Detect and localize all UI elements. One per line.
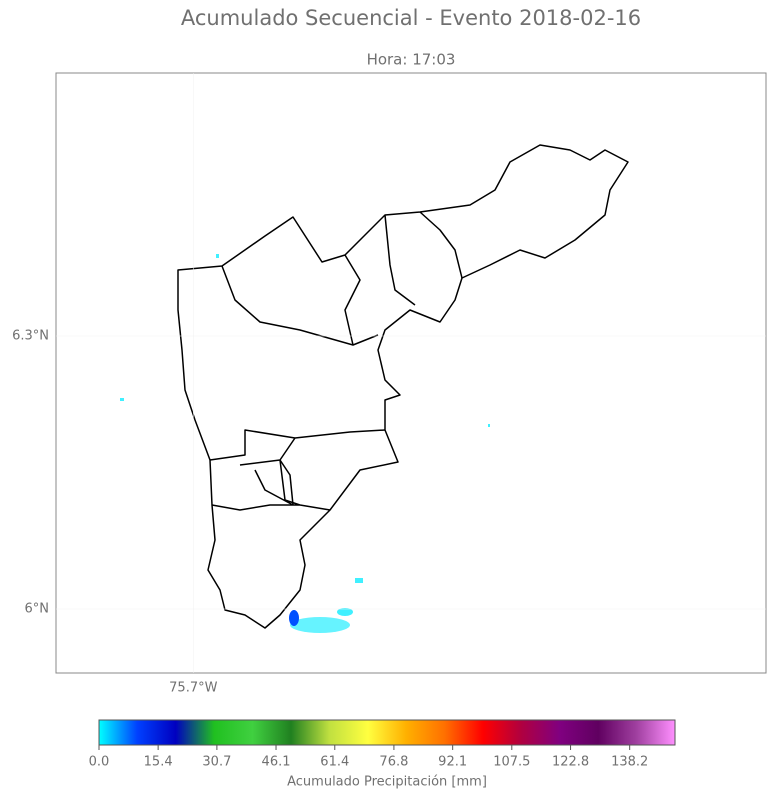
colorbar-tick-label: 46.1 xyxy=(262,755,291,770)
colorbar-tick-label: 0.0 xyxy=(89,755,110,770)
precip-area xyxy=(337,608,353,616)
x-tick-label: 75.7°W xyxy=(169,681,217,696)
outer-boundary xyxy=(177,144,629,629)
precip-area xyxy=(488,424,490,427)
colorbar-tick-label: 61.4 xyxy=(320,755,349,770)
colorbar-tick-label: 15.4 xyxy=(144,755,173,770)
precip-area xyxy=(355,578,363,583)
precipitation xyxy=(120,254,490,633)
colorbar-tick-label: 76.8 xyxy=(379,755,408,770)
colorbar xyxy=(98,719,676,746)
inner-boundary xyxy=(209,211,463,511)
precip-area xyxy=(216,254,219,258)
colorbar-tick-label: 122.8 xyxy=(552,755,589,770)
colorbar-tick-label: 107.5 xyxy=(493,755,530,770)
colorbar-tick-label: 138.2 xyxy=(611,755,648,770)
title: Acumulado Secuencial - Evento 2018-02-16 xyxy=(181,6,641,30)
precip-area xyxy=(120,398,124,401)
map-frame xyxy=(55,72,767,674)
precip-area xyxy=(289,610,299,626)
y-tick-label: 6.3°N xyxy=(12,329,49,344)
precip-area xyxy=(290,617,350,633)
colorbar-tick-label: 92.1 xyxy=(438,755,467,770)
colorbar-tick-label: 30.7 xyxy=(202,755,231,770)
colorbar-label: Acumulado Precipitación [mm] xyxy=(287,775,487,790)
subtitle: Hora: 17:03 xyxy=(367,51,456,69)
y-tick-label: 6°N xyxy=(25,602,50,617)
boundaries xyxy=(177,144,629,629)
